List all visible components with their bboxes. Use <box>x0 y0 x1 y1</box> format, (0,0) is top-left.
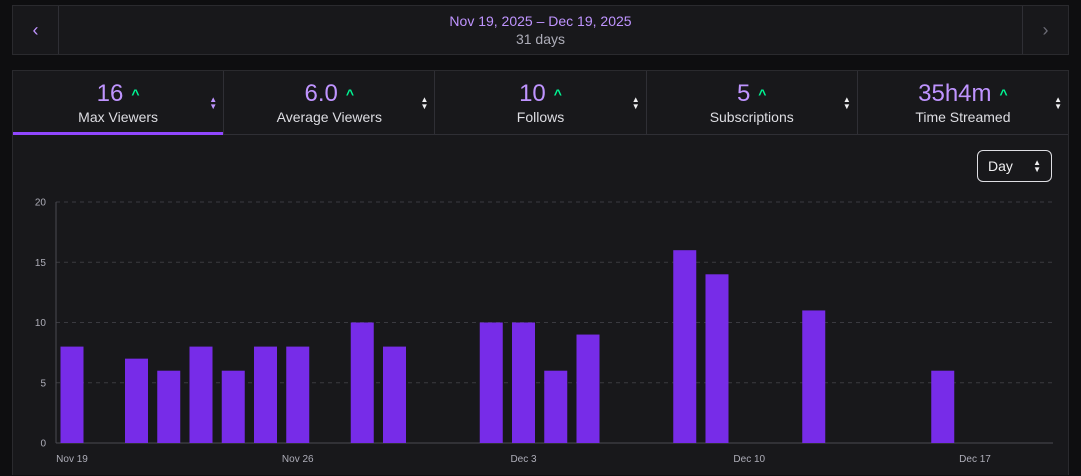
metric-tabs: 16 ^ Max Viewers ▲ ▼ 6.0 ^ Average Viewer… <box>13 71 1068 135</box>
y-tick-label: 20 <box>35 198 47 209</box>
bar <box>60 346 84 443</box>
metric-value: 35h4m <box>918 79 992 107</box>
x-tick-label: Nov 26 <box>282 454 314 465</box>
bar <box>576 334 600 443</box>
max-viewers-bar-chart: 0 5 10 15 20 Nov 19 Nov 26 Dec 3 Dec 10 Dec 17 <box>35 198 1053 465</box>
sort-icon[interactable]: ▲ ▼ <box>420 94 429 111</box>
bar <box>189 346 213 443</box>
bar <box>802 310 826 443</box>
granularity-value: Day <box>988 158 1013 174</box>
tab-follows[interactable]: 10 ^ Follows ▲ ▼ <box>435 71 647 134</box>
granularity-select[interactable]: Day ▲ ▼ <box>977 150 1052 182</box>
x-tick-label: Dec 17 <box>959 454 991 465</box>
metric-value: 16 <box>96 79 124 107</box>
sort-icon[interactable]: ▲ ▼ <box>1054 94 1063 111</box>
bar <box>286 346 310 443</box>
x-tick-label: Dec 10 <box>733 454 765 465</box>
date-range-text: Nov 19, 2025 – Dec 19, 2025 <box>449 13 632 29</box>
bar <box>931 370 955 443</box>
stats-panel: 16 ^ Max Viewers ▲ ▼ 6.0 ^ Average Viewer… <box>12 70 1069 475</box>
bar <box>705 274 729 443</box>
bar <box>383 346 406 443</box>
date-range-display: Nov 19, 2025 – Dec 19, 2025 31 days <box>59 6 1022 54</box>
sort-icon[interactable]: ▲ ▼ <box>631 94 640 111</box>
metric-value: 5 <box>736 79 751 107</box>
metric-label: Subscriptions <box>709 108 794 125</box>
metric-label: Follows <box>516 108 565 125</box>
y-tick-label: 15 <box>35 258 47 269</box>
metric-value: 6.0 <box>304 79 338 107</box>
sort-icon[interactable]: ▲ ▼ <box>842 94 851 111</box>
previous-range-button[interactable]: ‹ <box>13 6 59 54</box>
select-arrows-icon: ▲ ▼ <box>1033 158 1041 174</box>
bar <box>544 370 568 443</box>
bar <box>479 322 503 443</box>
bar <box>512 322 535 443</box>
tab-max-viewers[interactable]: 16 ^ Max Viewers ▲ ▼ <box>13 71 225 135</box>
sort-icon[interactable]: ▲ ▼ <box>209 94 218 111</box>
chevron-right-icon: › <box>1042 19 1049 40</box>
bar <box>125 358 148 443</box>
y-tick-label: 10 <box>35 318 47 329</box>
metric-label: Average Viewers <box>276 108 382 125</box>
bar <box>157 370 181 443</box>
bar <box>673 250 697 443</box>
bar <box>221 370 245 443</box>
trend-up-icon: ^ <box>131 85 140 102</box>
trend-up-icon: ^ <box>999 85 1008 102</box>
trend-up-icon: ^ <box>345 85 355 102</box>
next-range-button[interactable]: › <box>1022 6 1068 54</box>
x-tick-label: Dec 3 <box>510 454 537 465</box>
tab-time-streamed[interactable]: 35h4m ^ Time Streamed ▲ ▼ <box>858 71 1068 134</box>
trend-up-icon: ^ <box>553 85 562 102</box>
y-tick-label: 0 <box>40 439 46 450</box>
y-tick-label: 5 <box>40 378 46 389</box>
x-tick-label: Nov 19 <box>56 454 88 465</box>
bar <box>350 322 374 443</box>
metric-value: 10 <box>519 79 546 107</box>
bar <box>254 346 277 443</box>
trend-up-icon: ^ <box>758 85 767 102</box>
chevron-left-icon: ‹ <box>32 19 39 40</box>
metric-label: Time Streamed <box>915 108 1011 125</box>
date-range-bar: ‹ Nov 19, 2025 – Dec 19, 2025 31 days › <box>12 5 1069 55</box>
date-range-length: 31 days <box>515 31 566 47</box>
tab-subscriptions[interactable]: 5 ^ Subscriptions ▲ ▼ <box>647 71 858 134</box>
metric-label: Max Viewers <box>78 108 159 125</box>
tab-average-viewers[interactable]: 6.0 ^ Average Viewers ▲ ▼ <box>224 71 436 134</box>
